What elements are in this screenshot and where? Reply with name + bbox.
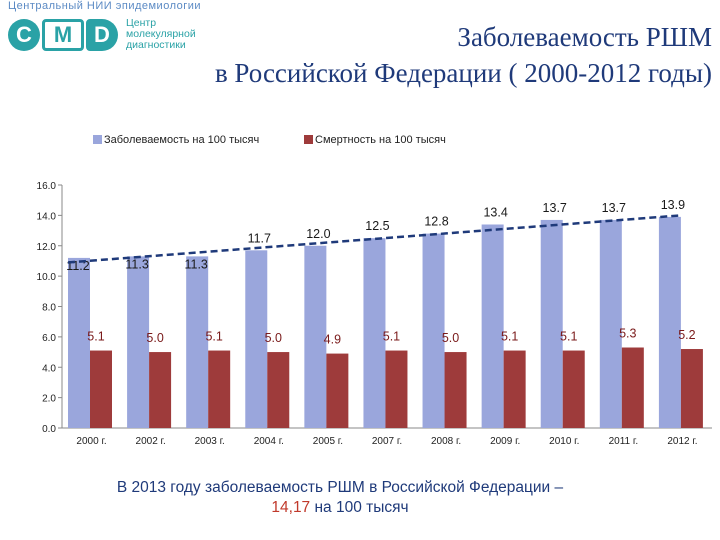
bar-incidence	[304, 245, 327, 428]
bar-incidence	[422, 233, 445, 428]
data-label-mortality: 5.0	[442, 331, 459, 345]
caption-value: 14,17	[271, 499, 311, 516]
data-label-mortality: 5.0	[146, 331, 163, 345]
y-tick-label: 10.0	[37, 272, 57, 283]
y-tick-label: 2.0	[42, 394, 56, 405]
data-label-mortality: 5.1	[87, 330, 104, 344]
legend-label-incidence: Заболеваемость на 100 тысяч	[104, 134, 259, 146]
y-tick-label: 0.0	[42, 424, 56, 435]
x-tick-label: 2009 г.	[490, 436, 520, 447]
page-title-line-1: Заболеваемость РШМ	[457, 22, 712, 52]
bar-incidence	[481, 224, 504, 428]
x-tick-label: 2000 г.	[76, 436, 106, 447]
bar-mortality	[503, 350, 526, 428]
trend-line	[67, 214, 682, 264]
y-tick-label: 14.0	[37, 211, 57, 222]
x-tick-label: 2008 г.	[431, 436, 461, 447]
bar-incidence	[363, 238, 386, 428]
bar-mortality	[208, 350, 231, 428]
bar-mortality	[385, 350, 408, 428]
caption-line-1: В 2013 году заболеваемость РШМ в Российс…	[116, 479, 564, 496]
x-tick-label: 2007 г.	[372, 436, 402, 447]
bar-mortality	[621, 347, 644, 428]
x-tick-label: 2004 г.	[254, 436, 284, 447]
data-label-incidence: 13.7	[543, 201, 567, 215]
data-label-mortality: 5.2	[678, 328, 695, 342]
bar-mortality	[444, 352, 467, 428]
caption-unit: на 100 тысяч	[310, 499, 409, 516]
data-label-mortality: 5.3	[619, 327, 636, 341]
caption: В 2013 году заболеваемость РШМ в Российс…	[60, 478, 620, 518]
bar-incidence	[68, 257, 90, 428]
x-tick-label: 2002 г.	[136, 436, 166, 447]
bar-incidence	[127, 256, 150, 428]
legend-swatch-incidence	[93, 135, 102, 144]
cmd-logo: C M D Центр молекулярной диагностики	[8, 18, 196, 51]
data-label-mortality: 4.9	[324, 333, 341, 347]
bar-mortality	[149, 352, 172, 428]
logo-text: Центр молекулярной диагностики	[126, 18, 196, 51]
bar-mortality	[326, 353, 349, 428]
data-label-mortality: 5.1	[501, 330, 518, 344]
caption-line-2: 14,17 на 100 тысяч	[60, 498, 620, 518]
data-label-incidence: 11.3	[125, 257, 148, 271]
data-label-incidence: 11.2	[66, 259, 89, 273]
x-tick-label: 2010 г.	[549, 436, 579, 447]
logo-letter-c: C	[8, 18, 40, 51]
legend-swatch-mortality	[304, 135, 313, 144]
data-label-incidence: 12.5	[365, 219, 389, 233]
y-tick-label: 8.0	[42, 303, 56, 314]
logo-text-line-2: молекулярной	[126, 28, 196, 40]
logo-text-line-1: Центр	[126, 17, 157, 29]
bar-mortality	[90, 350, 112, 428]
data-label-incidence: 11.3	[184, 257, 207, 271]
legend-label-mortality: Смертность на 100 тысяч	[315, 134, 446, 146]
y-tick-label: 12.0	[37, 242, 57, 253]
bar-mortality	[267, 352, 290, 428]
data-label-incidence: 12.0	[306, 227, 330, 241]
logo-text-line-3: диагностики	[126, 39, 186, 51]
bar-incidence	[186, 256, 209, 428]
x-tick-label: 2005 г.	[313, 436, 343, 447]
bar-incidence	[245, 250, 268, 428]
data-label-incidence: 11.7	[248, 231, 271, 245]
bar-incidence	[658, 216, 681, 428]
institute-name: Центральный НИИ эпидемиологии	[8, 0, 202, 12]
data-label-mortality: 5.1	[383, 330, 400, 344]
data-label-incidence: 13.4	[483, 205, 507, 219]
x-tick-label: 2011 г.	[609, 436, 639, 447]
y-tick-label: 6.0	[42, 333, 56, 344]
data-label-mortality: 5.0	[265, 331, 282, 345]
x-tick-label: 2012 г.	[667, 436, 697, 447]
bar-incidence	[540, 219, 563, 428]
y-tick-label: 4.0	[42, 363, 56, 374]
y-tick-label: 16.0	[37, 181, 57, 192]
page-title-line-2: в Российской Федерации ( 2000-2012 годы)	[214, 58, 712, 88]
logo-letter-d: D	[86, 18, 118, 51]
logo-letter-m: M	[42, 18, 84, 51]
x-tick-label: 2003 г.	[195, 436, 225, 447]
data-label-incidence: 13.9	[661, 198, 685, 212]
bar-mortality	[562, 350, 585, 428]
data-label-incidence: 13.7	[602, 201, 626, 215]
bar-mortality	[680, 349, 703, 428]
bar-incidence	[599, 219, 622, 428]
data-label-mortality: 5.1	[560, 330, 577, 344]
data-label-incidence: 12.8	[424, 215, 448, 229]
data-label-mortality: 5.1	[205, 330, 222, 344]
incidence-mortality-chart: Заболеваемость на 100 тысяч Смертность на…	[37, 134, 712, 447]
